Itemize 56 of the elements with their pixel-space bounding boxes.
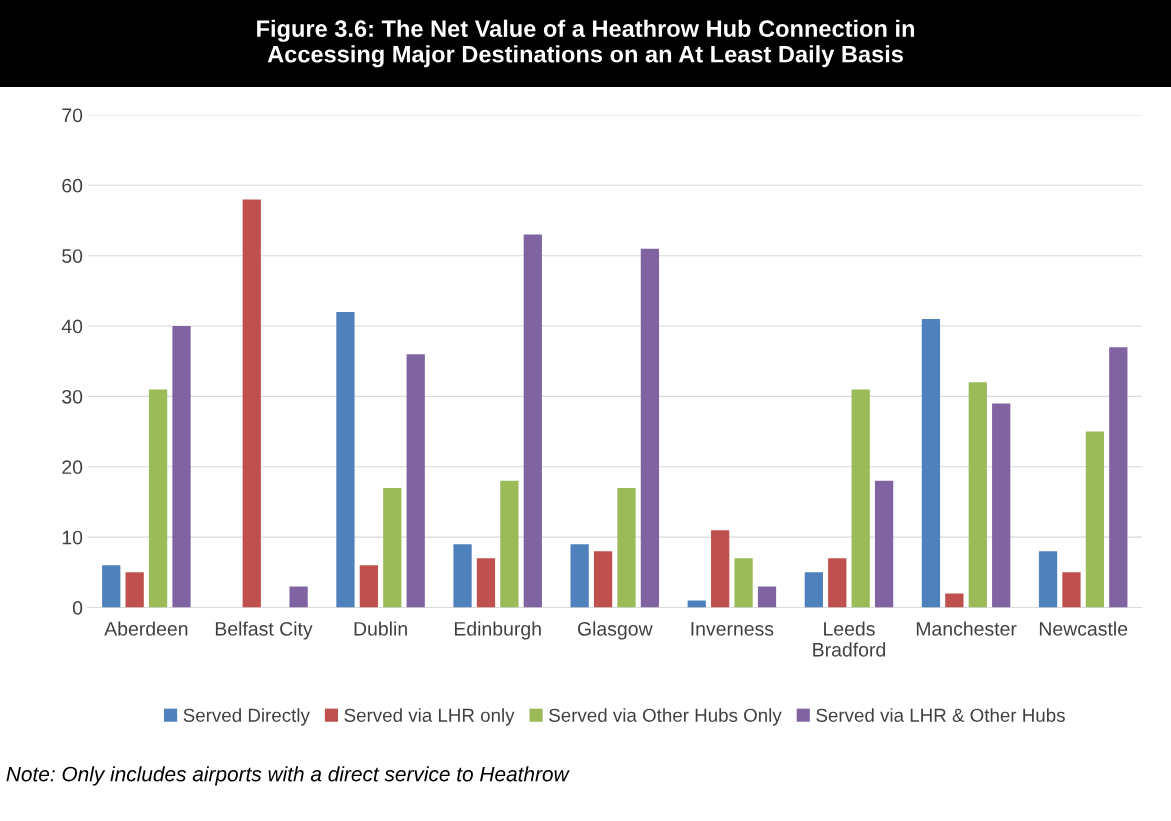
bar bbox=[242, 199, 261, 608]
legend-label: Served via Other Hubs Only bbox=[549, 708, 782, 726]
x-tick-label: Newcastle bbox=[1039, 621, 1128, 636]
bar bbox=[125, 572, 144, 608]
y-tick-label: 70 bbox=[62, 108, 83, 123]
bar bbox=[968, 382, 987, 608]
bar bbox=[1109, 347, 1128, 608]
x-tick-label: Glasgow bbox=[577, 621, 653, 640]
bar bbox=[289, 586, 308, 608]
bar bbox=[757, 586, 777, 608]
y-tick-label: 50 bbox=[62, 249, 83, 263]
bar bbox=[336, 311, 355, 608]
bar bbox=[1038, 551, 1058, 608]
bar bbox=[453, 544, 472, 608]
y-tick-label: 20 bbox=[62, 460, 83, 475]
bar bbox=[711, 530, 730, 608]
y-tick-label: 30 bbox=[62, 389, 83, 404]
bar bbox=[992, 403, 1011, 608]
bar bbox=[148, 389, 168, 608]
y-tick-label: 10 bbox=[62, 530, 83, 545]
bar bbox=[945, 593, 964, 608]
bar bbox=[476, 558, 496, 608]
bar bbox=[874, 480, 894, 608]
bar bbox=[383, 487, 402, 608]
bar bbox=[102, 565, 121, 608]
chart-title: Figure 3.6: The Net Value of a Heathrow Hub Connection in Accessing Major Destinations on an At Least Daily Basis bbox=[257, 19, 914, 68]
bar bbox=[734, 558, 753, 608]
bar bbox=[851, 389, 870, 608]
bar bbox=[172, 326, 191, 608]
bar bbox=[593, 551, 613, 608]
x-tick-label: Edinburgh bbox=[454, 621, 541, 640]
y-tick-label: 40 bbox=[61, 319, 83, 334]
y-tick-label: 60 bbox=[62, 178, 83, 193]
bar bbox=[804, 572, 823, 608]
x-tick-label: Manchester bbox=[916, 621, 1017, 636]
bar bbox=[570, 544, 589, 608]
legend-label: Served via LHR & Other Hubs bbox=[816, 708, 1065, 722]
bar bbox=[523, 234, 542, 608]
x-tick-label: Leeds Bradford bbox=[813, 621, 886, 657]
bar bbox=[921, 319, 941, 608]
bar bbox=[828, 558, 847, 608]
x-tick-label: Aberdeen bbox=[104, 621, 188, 636]
x-tick-label: Dublin bbox=[354, 621, 407, 636]
bar bbox=[406, 354, 425, 608]
bar bbox=[500, 480, 519, 608]
legend-label: Served via LHR only bbox=[344, 708, 515, 726]
legend-label: Served Directly bbox=[183, 708, 310, 726]
bar bbox=[1085, 431, 1105, 608]
x-tick-label: Inverness bbox=[691, 622, 774, 636]
text: Note: Only includes airports with a direct service to Heathrow bbox=[6, 766, 570, 786]
bar bbox=[640, 248, 660, 608]
bar bbox=[1062, 572, 1081, 608]
x-tick-label: Belfast City bbox=[215, 621, 313, 640]
y-tick-label: 0 bbox=[72, 601, 83, 615]
bar bbox=[359, 565, 378, 608]
bar bbox=[617, 487, 636, 608]
